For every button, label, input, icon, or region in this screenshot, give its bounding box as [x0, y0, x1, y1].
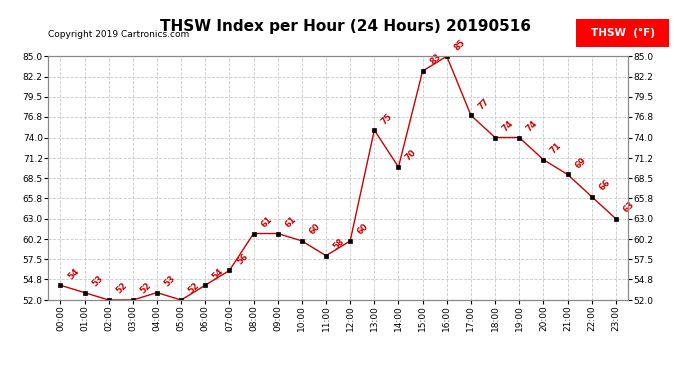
- Text: 66: 66: [598, 178, 612, 192]
- Text: 56: 56: [235, 252, 250, 266]
- Text: 75: 75: [380, 111, 395, 126]
- Text: 54: 54: [66, 266, 81, 281]
- Text: 69: 69: [573, 156, 588, 170]
- Text: THSW  (°F): THSW (°F): [591, 28, 655, 38]
- Text: 77: 77: [477, 97, 491, 111]
- Text: THSW Index per Hour (24 Hours) 20190516: THSW Index per Hour (24 Hours) 20190516: [159, 19, 531, 34]
- Text: 83: 83: [428, 53, 443, 67]
- Text: 52: 52: [115, 281, 129, 296]
- Text: 70: 70: [404, 148, 419, 163]
- Text: Copyright 2019 Cartronics.com: Copyright 2019 Cartronics.com: [48, 30, 190, 39]
- Text: 53: 53: [163, 274, 177, 288]
- Text: 74: 74: [525, 119, 540, 134]
- Text: 60: 60: [308, 222, 322, 237]
- Text: 61: 61: [284, 214, 298, 230]
- Text: 71: 71: [549, 141, 564, 156]
- Text: 74: 74: [501, 119, 515, 134]
- Text: 60: 60: [356, 222, 371, 237]
- Text: 58: 58: [332, 237, 346, 252]
- Text: 54: 54: [211, 266, 226, 281]
- Text: 53: 53: [90, 274, 105, 288]
- Text: 52: 52: [187, 281, 201, 296]
- Text: 63: 63: [622, 200, 636, 214]
- Text: 52: 52: [139, 281, 153, 296]
- Text: 85: 85: [453, 38, 467, 52]
- Text: 61: 61: [259, 214, 274, 230]
